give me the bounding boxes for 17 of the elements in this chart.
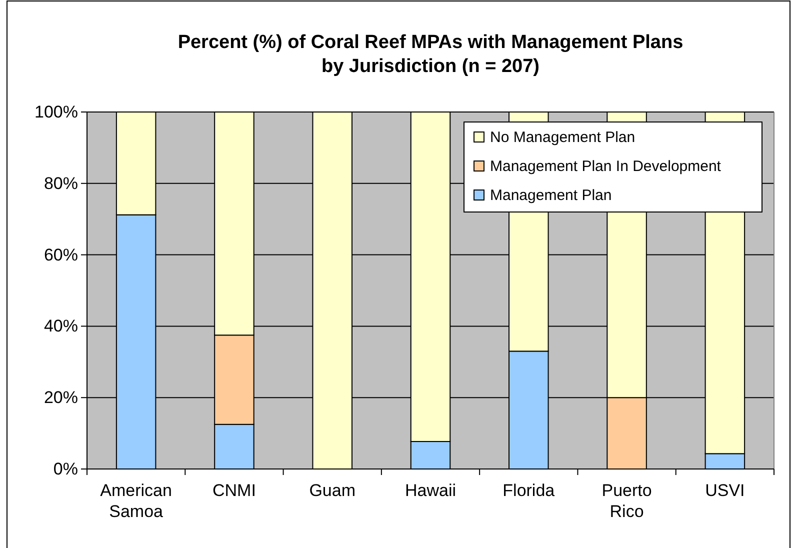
y-tick-label: 40% (44, 316, 78, 336)
x-tick-label: Puerto Rico (602, 481, 652, 521)
legend-label: Management Plan In Development (490, 158, 722, 175)
x-tick-label: Guam (309, 481, 356, 500)
x-tick-label: Florida (502, 481, 556, 500)
x-tick-label: CNMI (212, 481, 256, 500)
x-tick-label: USVI (705, 481, 745, 500)
y-tick-label: 20% (44, 388, 78, 408)
y-tick-label: 80% (44, 174, 78, 193)
y-tick-label: 60% (44, 245, 78, 264)
y-tick-label: 0% (53, 459, 78, 478)
x-tick-label: Hawaii (404, 481, 456, 500)
x-tick-label: American Samoa (100, 481, 172, 521)
y-tick-label: 100% (34, 102, 78, 122)
chart-title: Percent (%) of Coral Reef MPAs with Management Plans by Jurisdiction (n = 207) (178, 32, 684, 77)
legend-label: No Management Plan (490, 129, 636, 146)
legend-label: Management Plan (490, 187, 612, 204)
